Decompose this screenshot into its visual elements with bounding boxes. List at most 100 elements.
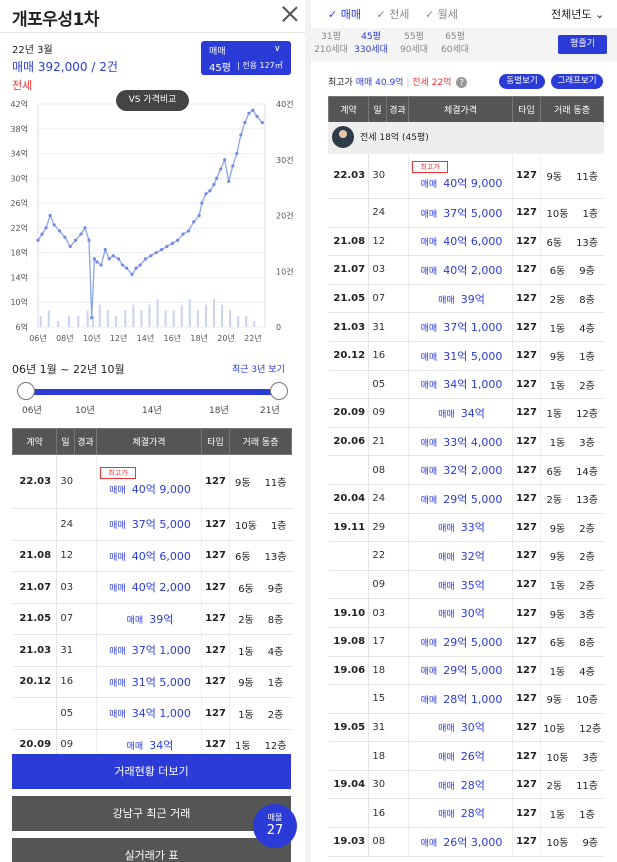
price-point [260, 120, 264, 125]
table-row[interactable]: 19.11 29 매매 33억 127 9동 2층 [328, 513, 604, 543]
elapsed-cell [386, 741, 409, 771]
deal-price: 34억 [460, 406, 485, 420]
dong-view-button[interactable]: 동별보기 [499, 74, 545, 89]
size-option-31[interactable]: 31평 210세대 [314, 32, 348, 55]
elapsed-cell [386, 513, 409, 543]
gangnam-recent-button[interactable]: 강남구 최근 거래 [12, 796, 291, 831]
elapsed-cell [386, 484, 409, 514]
deal-kind: 매매 [109, 521, 126, 532]
price-point [143, 257, 148, 261]
table-row[interactable]: 15 매매 28억 1,000 127 9동 10층 [328, 684, 604, 714]
size-option-65[interactable]: 65평 60세대 [440, 32, 469, 55]
price-point [255, 114, 259, 118]
table-row[interactable]: 16 매매 28억 127 1동 1층 [328, 798, 604, 829]
badge-label: 매물 [267, 813, 283, 822]
range-slider[interactable] [22, 389, 280, 395]
vs-compare-button[interactable]: VS 가격비교 [116, 90, 189, 111]
contract-month: 20.12 [12, 666, 57, 698]
recent-3y-link[interactable]: 최근 3년 보기 [232, 365, 285, 375]
close-icon[interactable] [282, 6, 298, 22]
table-row[interactable]: 20.12 16 매매 31억 5,000 127 9동 1층 [328, 341, 604, 371]
unit-type: 127 [512, 798, 541, 829]
price-point [165, 244, 169, 249]
deal-kind: 매매 [109, 710, 126, 721]
contract-month [12, 508, 57, 541]
table-row[interactable]: 22.03 30 최고가 매매 40억 9,000 127 9동 11층 [12, 454, 292, 509]
table-row[interactable]: 20.06 21 매매 33억 4,000 127 1동 3층 [328, 427, 604, 457]
volume-bar [229, 310, 232, 327]
unit-type: 127 [512, 153, 541, 199]
table-row[interactable]: 19.05 31 매매 30억 127 10동 12층 [328, 713, 604, 743]
deal-price: 40억 6,000 [131, 549, 191, 563]
volume-bar [148, 304, 151, 327]
table-row[interactable]: 19.10 03 매매 30억 127 9동 3층 [328, 598, 604, 628]
table-row[interactable]: 19.03 08 매매 26억 3,000 127 10동 9층 [328, 827, 604, 857]
deal-kind: 매매 [109, 552, 126, 563]
table-row[interactable]: 20.09 09 매매 34억 127 1동 12층 [328, 398, 604, 428]
table-row[interactable]: 24 매매 37억 5,000 127 10동 1층 [12, 508, 292, 541]
type-select[interactable]: 매매 ∨ 45평 | 전용 127㎡ [201, 41, 291, 75]
real-price-table-button[interactable]: 실거래가 표 [12, 838, 291, 862]
table-row[interactable]: 22.03 30 최고가 매매 40억 9,000 127 9동 11층 [328, 153, 604, 199]
size-option-45[interactable]: 45평 330세대 [354, 32, 388, 55]
contract-day: 22 [368, 541, 387, 571]
deal-price: 28억 [460, 778, 485, 792]
price-point [68, 244, 72, 249]
price-point [57, 229, 62, 233]
deal-kind: 매매 [420, 381, 438, 392]
deal-kind: 매매 [420, 209, 438, 220]
price-point [208, 189, 212, 193]
price-point [83, 226, 87, 230]
table-row[interactable]: 05 매매 34억 1,000 127 1동 2층 [328, 370, 604, 400]
table-row[interactable]: 20.04 24 매매 29억 5,000 127 2동 13층 [328, 484, 604, 514]
elapsed-cell [74, 508, 97, 541]
transaction-table: 계약 일 경과 체결가격 타입 거래 동층 22.03 30 최고가 매매 40억 9,… [12, 428, 292, 761]
table-row[interactable]: 08 매매 32억 2,000 127 6동 14층 [328, 455, 604, 485]
transaction-table-full: 계약 일 경과 체결가격 타입 거래 동층 22.03 30 최고가 매매 40억 9,… [328, 96, 604, 857]
table-row[interactable]: 20.12 16 매매 31억 5,000 127 9동 1층 [12, 666, 292, 698]
tab-jeonse[interactable]: ✓ 전세 [376, 8, 410, 21]
table-row[interactable]: 21.08 12 매매 40억 6,000 127 6동 13층 [328, 227, 604, 257]
deal-kind: 매매 [420, 324, 438, 335]
table-row[interactable]: 21.05 07 매매 39억 127 2동 8층 [12, 603, 292, 635]
tab-sale[interactable]: ✓ 매매 [328, 8, 361, 21]
price-cell: 매매 30억 [408, 713, 513, 743]
table-row[interactable]: 19.04 30 매매 28억 127 2동 11층 [328, 770, 604, 800]
listing-count-badge[interactable]: 매물 27 [253, 804, 297, 848]
table-row[interactable]: 09 매매 35억 127 1동 2층 [328, 570, 604, 600]
max-price-tag: 최고가 [100, 466, 136, 479]
volume-bar [253, 321, 256, 327]
table-row[interactable]: 22 매매 32억 127 9동 2층 [328, 541, 604, 571]
table-row[interactable]: 21.07 03 매매 40억 2,000 127 6동 9층 [12, 571, 292, 604]
size-option-55[interactable]: 55평 90세대 [399, 32, 428, 55]
price-point [176, 238, 180, 242]
table-row[interactable]: 21.03 31 매매 37억 1,000 127 1동 4층 [12, 634, 292, 667]
table-row[interactable]: 21.07 03 매매 40억 2,000 127 6동 9층 [328, 255, 604, 285]
contract-month: 19.08 [328, 627, 369, 657]
unit-type: 127 [201, 540, 230, 572]
dong-floor: 6동 9층 [229, 571, 292, 604]
graph-view-button[interactable]: 그래프보기 [551, 74, 603, 89]
help-icon[interactable]: ? [456, 77, 468, 88]
table-row[interactable]: 19.06 18 매매 29억 5,000 127 1동 4층 [328, 656, 604, 686]
size-expand-button[interactable]: 평줄기 [558, 35, 607, 54]
price-point [116, 257, 121, 261]
year-select[interactable]: 전체년도 ⌄ [551, 8, 605, 21]
tab-monthly[interactable]: ✓ 월세 [424, 8, 458, 21]
price-cell: 매매 37억 5,000 [96, 508, 202, 541]
table-row[interactable]: 24 매매 37억 5,000 127 10동 1층 [328, 198, 604, 228]
jeonse-summary-row[interactable]: 전세 18억 (45평) [328, 122, 603, 153]
price-cell: 매매 30억 [408, 598, 513, 628]
elapsed-cell [386, 284, 409, 314]
range-end-handle[interactable] [270, 382, 288, 400]
table-row[interactable]: 21.05 07 매매 39억 127 2동 8층 [328, 284, 604, 314]
table-row[interactable]: 19.08 17 매매 29억 5,000 127 6동 8층 [328, 627, 604, 657]
range-start-handle[interactable] [17, 382, 35, 400]
more-transactions-button[interactable]: 거래현황 더보기 [12, 754, 291, 789]
deal-price: 37억 1,000 [443, 321, 503, 335]
table-row[interactable]: 21.08 12 매매 40억 6,000 127 6동 13층 [12, 540, 292, 572]
table-row[interactable]: 05 매매 34억 1,000 127 1동 2층 [12, 697, 292, 730]
selected-date: 22년 3월 [12, 45, 53, 56]
table-row[interactable]: 18 매매 26억 127 10동 3층 [328, 741, 604, 771]
table-row[interactable]: 21.03 31 매매 37억 1,000 127 1동 4층 [328, 312, 604, 342]
